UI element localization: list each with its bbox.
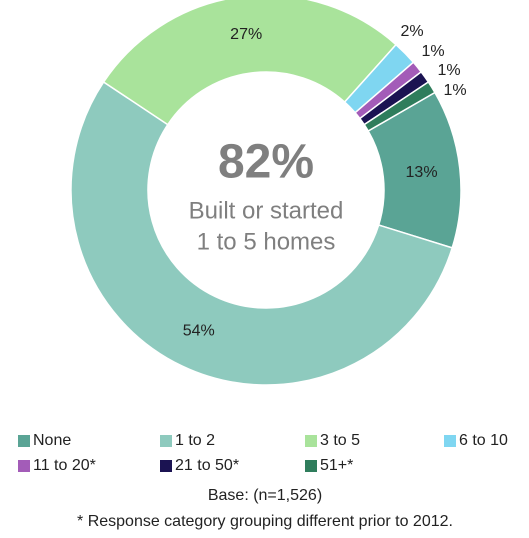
legend-label: 21 to 50*	[175, 457, 239, 474]
legend-label: 51+*	[320, 457, 353, 474]
data-label: 2%	[400, 23, 423, 40]
data-label: 27%	[230, 26, 262, 43]
legend-swatch	[18, 460, 30, 472]
legend-label: None	[33, 432, 71, 449]
data-label: 54%	[183, 323, 215, 340]
center-text: 1 to 5 homes	[197, 228, 336, 255]
legend-swatch	[160, 460, 172, 472]
data-label: 1%	[421, 43, 444, 60]
center-value: 82%	[218, 136, 314, 189]
data-label: 1%	[443, 82, 466, 99]
legend-swatch	[444, 435, 456, 447]
legend-swatch	[160, 435, 172, 447]
data-label: 1%	[437, 62, 460, 79]
data-label: 13%	[406, 164, 438, 181]
legend-label: 11 to 20*	[33, 457, 96, 474]
center-text: Built or started	[189, 197, 344, 224]
base-note: Base: (n=1,526)	[208, 487, 322, 504]
legend-swatch	[305, 460, 317, 472]
legend-label: 6 to 10	[459, 432, 508, 449]
legend-swatch	[18, 435, 30, 447]
legend-label: 1 to 2	[175, 432, 215, 449]
legend-label: 3 to 5	[320, 432, 360, 449]
footnote: * Response category grouping different p…	[77, 513, 453, 530]
donut-segment	[363, 80, 436, 133]
legend-swatch	[305, 435, 317, 447]
donut-segment	[102, 0, 398, 126]
donut-segment	[70, 80, 454, 386]
